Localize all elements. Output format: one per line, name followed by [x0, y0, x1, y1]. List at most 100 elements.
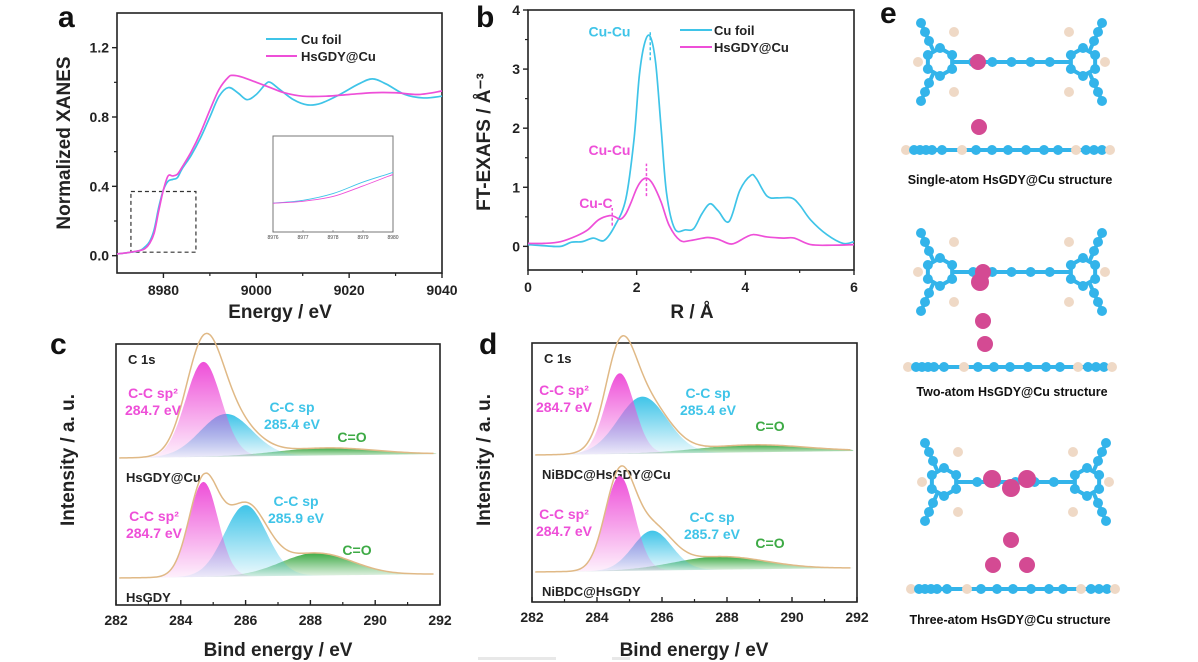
core-level-label: C 1s [544, 351, 571, 366]
carbon-atom [1093, 87, 1103, 97]
carbon-atom [1023, 362, 1033, 372]
carbon-atom [1006, 57, 1017, 67]
carbon-atom [973, 362, 983, 372]
carbon-atom [1090, 50, 1101, 60]
carbon-atom [1044, 57, 1055, 67]
copper-atom [1003, 532, 1019, 548]
carbon-atom [937, 145, 947, 155]
carbon-atom [1021, 145, 1031, 155]
hydrogen-atom [1073, 362, 1083, 372]
carbon-atom [1082, 463, 1092, 473]
carbon-atom [1089, 288, 1099, 298]
hydrogen-atom [949, 27, 959, 37]
y-tick-label: 1 [512, 179, 520, 195]
peak-area-sp2 [535, 475, 854, 572]
carbon-atom [924, 507, 934, 517]
panel-label-d: d [479, 328, 497, 361]
peak-label: C-C sp² [129, 508, 179, 524]
hydrogen-atom [1064, 297, 1074, 307]
carbon-atom [939, 491, 949, 501]
y-tick-label: 0.4 [90, 178, 110, 194]
copper-atom [985, 557, 1001, 573]
carbon-atom [1048, 477, 1059, 487]
series-line-cu-foil [527, 34, 855, 248]
series-line-hsgdy-cu [527, 177, 855, 247]
series-line-hsgdy-cu [116, 74, 443, 255]
hydrogen-atom [901, 145, 911, 155]
y-tick-label: 0 [512, 238, 520, 254]
carbon-atom [1097, 96, 1107, 106]
carbon-atom [926, 470, 937, 480]
carbon-atom [924, 246, 934, 256]
peak-label: C=O [755, 535, 784, 551]
carbon-atom [1044, 267, 1055, 277]
carbon-atom [976, 584, 986, 594]
copper-atom [971, 273, 989, 291]
x-tick-label: 282 [104, 612, 128, 628]
hydrogen-atom [949, 87, 959, 97]
hydrogen-atom [949, 297, 959, 307]
carbon-atom [928, 456, 938, 466]
x-axis-label: Bind energy / eV [620, 640, 769, 661]
carbon-atom [1065, 64, 1076, 74]
legend-label-cu-foil: Cu foil [714, 23, 754, 38]
carbon-atom [922, 260, 933, 270]
carbon-atom [947, 50, 958, 60]
scan-artifact [478, 657, 556, 660]
carbon-atom [924, 36, 934, 46]
peak-label: C-C sp [273, 493, 318, 509]
carbon-atom [1069, 470, 1080, 480]
carbon-atom [1086, 584, 1096, 594]
peak-energy-label: 285.4 eV [264, 416, 321, 432]
panel-a-xanes-chart: a Normalized XANES Energy / eV Cu foil H… [54, 1, 458, 323]
carbon-atom [920, 438, 930, 448]
envelope-fit-line [119, 472, 434, 579]
peak-annotation: Cu-Cu [589, 142, 631, 158]
envelope-fit-line [535, 334, 851, 456]
carbon-atom [1041, 362, 1051, 372]
peak-energy-label: 284.7 eV [125, 402, 182, 418]
carbon-atom [987, 145, 997, 155]
x-tick-label: 9000 [241, 282, 272, 298]
y-tick-label: 0.8 [90, 109, 110, 125]
peak-label: C-C sp² [539, 506, 589, 522]
carbon-atom [1097, 507, 1107, 517]
inset-x-tick-label: 8979 [357, 235, 368, 241]
panel-label-a: a [58, 1, 75, 34]
carbon-atom [1006, 267, 1017, 277]
x-axis-label: Bind energy / eV [204, 640, 353, 661]
carbon-atom [1093, 237, 1103, 247]
peak-label: C-C sp [685, 385, 730, 401]
carbon-atom [1097, 306, 1107, 316]
hydrogen-atom [1107, 362, 1117, 372]
carbon-atom [920, 516, 930, 526]
x-tick-label: 2 [633, 279, 641, 295]
carbon-atom [1078, 43, 1088, 53]
y-axis-label: Normalized XANES [54, 56, 75, 229]
carbon-atom [1055, 362, 1065, 372]
carbon-atom [1089, 78, 1099, 88]
carbon-atom [920, 237, 930, 247]
carbon-atom [922, 64, 933, 74]
carbon-atom [1089, 246, 1099, 256]
carbon-atom [1097, 228, 1107, 238]
carbon-atom [1081, 145, 1091, 155]
carbon-atom [1025, 57, 1036, 67]
hydrogen-atom [1064, 237, 1074, 247]
legend-label-hsgdy-cu: HsGDY@Cu [301, 49, 376, 64]
carbon-atom [1058, 584, 1068, 594]
y-tick-label: 3 [512, 61, 520, 77]
hydrogen-atom [1064, 87, 1074, 97]
carbon-atom [1065, 50, 1076, 60]
carbon-atom [1078, 71, 1088, 81]
y-tick-label: 4 [512, 2, 520, 18]
x-tick-label: 292 [428, 612, 452, 628]
carbon-atom [916, 228, 926, 238]
carbon-atom [1003, 145, 1013, 155]
inset-series-line [272, 172, 394, 204]
peak-area-sp2 [119, 481, 437, 578]
x-tick-label: 9020 [334, 282, 365, 298]
x-tick-label: 288 [299, 612, 323, 628]
inset-series-line [272, 173, 394, 204]
carbon-atom [1082, 491, 1092, 501]
